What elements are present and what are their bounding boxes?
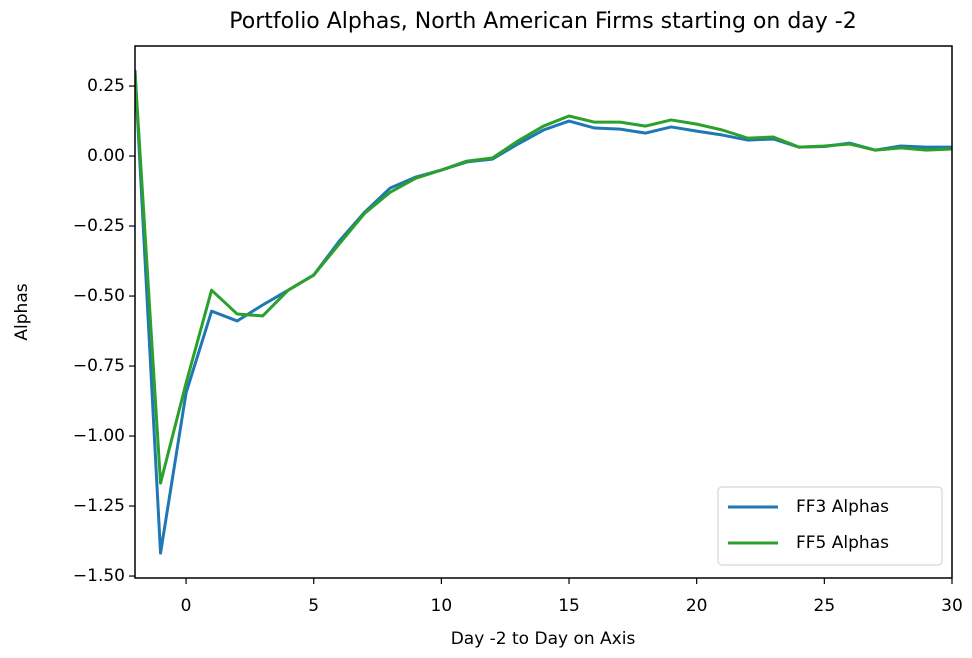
y-tick-label: −0.25 (73, 216, 125, 236)
legend-label: FF5 Alphas (796, 533, 889, 553)
y-tick-label: −0.75 (73, 356, 125, 376)
x-tick-label: 10 (431, 596, 453, 616)
x-tick-label: 5 (308, 596, 319, 616)
y-tick-label: 0.00 (87, 146, 125, 166)
y-tick-label: −1.00 (73, 426, 125, 446)
x-tick-label: 20 (686, 596, 708, 616)
y-axis-label: Alphas (12, 283, 32, 340)
y-tick-label: −1.25 (73, 496, 125, 516)
x-tick-label: 0 (181, 596, 192, 616)
x-axis-label: Day -2 to Day on Axis (451, 629, 636, 649)
axes-frame (134, 45, 953, 579)
data-line (135, 71, 952, 485)
x-tick-label: 30 (941, 596, 963, 616)
y-tick-label: 0.25 (87, 76, 125, 96)
legend-label: FF3 Alphas (796, 497, 889, 517)
x-tick-label: 25 (814, 596, 836, 616)
chart-title: Portfolio Alphas, North American Firms s… (229, 9, 856, 34)
x-tick-label: 15 (558, 596, 580, 616)
data-line (135, 70, 952, 555)
y-tick-label: −1.50 (73, 566, 125, 586)
y-tick-label: −0.50 (73, 286, 125, 306)
